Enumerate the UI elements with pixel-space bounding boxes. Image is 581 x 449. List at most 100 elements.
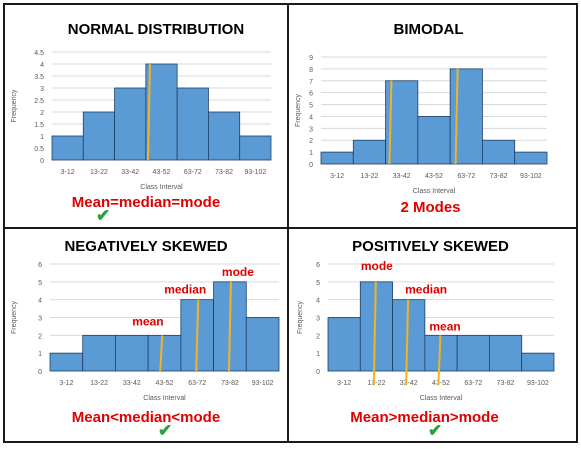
chart-normal: 0 0.5 1 1.5 2 2.5 3 3.5 4 4.5 3-12 13-22 33-42 43-52 6… — [11, 50, 272, 191]
vertical-divider — [287, 3, 289, 443]
x-tick-label: 73-82 — [215, 169, 233, 176]
marker-line — [146, 63, 151, 161]
y-tick-label: 4 — [40, 62, 44, 69]
x-tick-label: 33-42 — [121, 169, 139, 176]
x-tick-label: 33-42 — [393, 173, 411, 180]
checkmark-icon: ✔ — [96, 206, 111, 225]
x-axis-label: Class Interval — [420, 395, 463, 402]
panel-caption: Mean<median<mode — [71, 409, 221, 426]
bar — [147, 334, 182, 372]
y-axis-label: Frequency — [297, 300, 304, 334]
bar — [115, 334, 149, 372]
panel-negatively-skewed: NEGATIVELY SKEWED 0 1 2 3 4 5 6 3-12 13-22 33-42 4… — [5, 229, 287, 441]
y-tick-label: 4 — [38, 298, 42, 305]
y-tick-label: 6 — [38, 262, 42, 269]
y-tick-label: 0 — [316, 369, 320, 376]
panel-title: NORMAL DISTRIBUTION — [67, 21, 245, 38]
marker-label: median — [164, 283, 206, 297]
y-tick-label: 2 — [309, 138, 313, 145]
x-tick-label: 63-72 — [464, 380, 482, 387]
x-tick-label: 73-82 — [497, 380, 515, 387]
x-tick-label: 73-82 — [490, 173, 508, 180]
y-tick-label: 3 — [309, 126, 313, 133]
y-tick-label: 3 — [40, 86, 44, 93]
x-tick-label: 43-52 — [156, 380, 174, 387]
marker-label: mean — [429, 319, 460, 333]
x-tick-label: 13-22 — [367, 380, 385, 387]
x-tick-label: 93-102 — [527, 380, 549, 387]
bar — [176, 87, 209, 161]
y-axis-label: Frequency — [11, 300, 18, 334]
y-tick-label: 4.5 — [34, 50, 44, 57]
chart-bimodal: 0 1 2 3 4 5 6 7 8 9 3-12 13-22 33-42 43-52 63-72 73-82 9… — [295, 55, 548, 195]
y-tick-label: 6 — [316, 262, 320, 269]
bar — [82, 111, 115, 161]
x-tick-label: 93-102 — [244, 169, 266, 176]
y-tick-label: 3.5 — [34, 74, 44, 81]
x-tick-label: 13-22 — [90, 380, 108, 387]
panel-positively-skewed: POSITIVELY SKEWED 0 1 2 3 4 5 6 3-12 13-22 33-42 4… — [289, 229, 576, 441]
y-tick-label: 0 — [309, 162, 313, 169]
panel-caption: 2 Modes — [400, 199, 461, 216]
bar — [320, 151, 354, 165]
y-tick-label: 1 — [40, 134, 44, 141]
x-tick-label: 93-102 — [520, 173, 542, 180]
y-tick-label: 3 — [38, 316, 42, 323]
x-tick-label: 13-22 — [90, 169, 108, 176]
y-tick-label: 1 — [309, 150, 313, 157]
panel-title: POSITIVELY SKEWED — [352, 238, 509, 255]
x-tick-label: 93-102 — [252, 380, 274, 387]
x-tick-label: 63-72 — [457, 173, 475, 180]
x-tick-label: 33-42 — [400, 380, 418, 387]
y-tick-label: 7 — [309, 79, 313, 86]
y-tick-label: 5 — [38, 280, 42, 287]
chart-negatively-skewed: 0 1 2 3 4 5 6 3-12 13-22 33-42 43-52 63-72 73-82 93-1… — [11, 262, 280, 402]
x-tick-label: 3-12 — [59, 380, 73, 387]
bar — [352, 139, 386, 165]
y-tick-label: 4 — [309, 114, 313, 121]
y-tick-label: 9 — [309, 55, 313, 62]
x-tick-label: 63-72 — [184, 169, 202, 176]
checkmark-icon: ✔ — [158, 421, 173, 440]
y-tick-label: 2 — [38, 333, 42, 340]
bar — [208, 111, 241, 161]
bar — [417, 116, 451, 165]
marker-line — [159, 335, 164, 372]
bar — [114, 87, 147, 161]
horizontal-divider — [3, 227, 578, 229]
y-tick-label: 5 — [309, 103, 313, 110]
x-tick-label: 43-52 — [432, 380, 450, 387]
y-tick-label: 1.5 — [34, 122, 44, 129]
marker-line — [195, 299, 200, 372]
bar — [456, 334, 490, 372]
x-axis-label: Class Interval — [413, 188, 456, 195]
bar — [145, 63, 178, 161]
bar — [51, 135, 84, 161]
outer-frame — [3, 3, 578, 443]
chart-positively-skewed: 0 1 2 3 4 5 6 3-12 13-22 33-42 43-52 63-72 73-82 93-1… — [297, 259, 555, 402]
x-axis-label: Class Interval — [143, 395, 186, 402]
marker-line — [372, 281, 377, 386]
panel-bimodal: BIMODAL 0 1 2 3 4 5 6 7 8 9 3-12 13-22 33-42 43-52 63-… — [289, 5, 576, 227]
x-tick-label: 43-52 — [425, 173, 443, 180]
y-tick-label: 2 — [316, 333, 320, 340]
bar — [49, 352, 84, 372]
panel-title: NEGATIVELY SKEWED — [64, 238, 228, 255]
bar — [245, 317, 280, 372]
marker-label: median — [405, 283, 447, 297]
y-axis-label: Frequency — [295, 93, 302, 127]
marker-label: mode — [361, 259, 393, 273]
marker-line — [227, 281, 232, 372]
y-tick-label: 0 — [38, 369, 42, 376]
marker-label: mean — [132, 314, 163, 328]
y-tick-label: 8 — [309, 67, 313, 74]
x-tick-label: 3-12 — [337, 380, 351, 387]
marker-line — [454, 68, 459, 165]
marker-line — [405, 299, 410, 386]
x-tick-label: 3-12 — [61, 169, 75, 176]
marker-label: mode — [222, 265, 254, 279]
bar — [521, 352, 555, 372]
panel-title: BIMODAL — [393, 21, 464, 38]
y-tick-label: 5 — [316, 280, 320, 287]
y-tick-label: 0 — [40, 158, 44, 165]
